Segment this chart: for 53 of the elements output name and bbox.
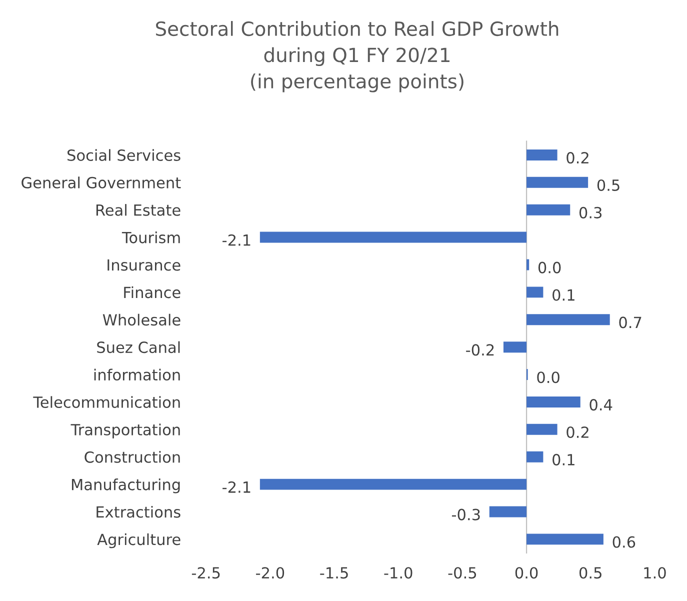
data-label: -2.1 xyxy=(222,234,250,246)
bar xyxy=(526,259,530,270)
x-tick-label: 1.0 xyxy=(644,567,666,579)
x-tick-label: 0.5 xyxy=(579,567,602,579)
y-tick-label: Suez Canal xyxy=(97,341,180,354)
chart-title: Sectoral Contribution to Real GDP Growth during Q1 FY 20/21 (in percentage points) xyxy=(156,21,558,92)
data-label: 0.2 xyxy=(566,426,588,438)
bar xyxy=(526,286,544,298)
bar xyxy=(526,396,580,408)
data-label: 0.6 xyxy=(612,536,636,548)
data-label: 0.0 xyxy=(538,262,561,274)
y-tick-label: Transportation xyxy=(70,424,180,438)
y-tick-label: Agriculture xyxy=(97,533,180,548)
bar xyxy=(260,478,527,490)
x-tick-label: -1.5 xyxy=(320,567,348,579)
x-tick-label: -2.0 xyxy=(256,567,284,579)
y-tick-label: Manufacturing xyxy=(72,478,180,494)
bar xyxy=(526,204,570,216)
data-label: 0.0 xyxy=(537,372,560,384)
y-tick-label: information xyxy=(94,368,180,381)
data-label: -0.2 xyxy=(466,344,494,356)
data-label: -2.1 xyxy=(222,481,250,493)
data-label: 0.2 xyxy=(566,152,588,164)
bar xyxy=(526,314,610,326)
data-label: 0.1 xyxy=(552,454,574,466)
data-label: 0.1 xyxy=(552,289,574,301)
bar xyxy=(503,342,527,353)
bar xyxy=(526,149,558,160)
bar xyxy=(526,424,558,435)
y-tick-label: Wholesale xyxy=(102,314,180,326)
x-tick-label: 0.0 xyxy=(515,567,538,579)
y-tick-label: Real Estate xyxy=(96,204,180,216)
y-tick-label: Insurance xyxy=(108,259,180,271)
y-tick-label: Telecommunication xyxy=(33,396,180,408)
data-label: 0.5 xyxy=(597,179,620,192)
bar xyxy=(526,534,604,545)
y-tick-label: General Government xyxy=(22,176,181,188)
y-tick-label: Social Services xyxy=(68,149,180,161)
bar xyxy=(260,232,527,243)
data-label: -0.3 xyxy=(452,508,480,520)
y-tick-label: Finance xyxy=(124,286,180,298)
x-tick-label: -0.5 xyxy=(448,567,476,579)
x-tick-label: -2.5 xyxy=(192,567,220,579)
data-label: 0.3 xyxy=(579,206,602,218)
bar xyxy=(526,451,544,462)
bar xyxy=(526,176,588,188)
x-tick-label: -1.0 xyxy=(384,567,412,579)
data-label: 0.4 xyxy=(590,399,612,411)
bar xyxy=(489,506,527,518)
data-label: 0.7 xyxy=(619,316,642,328)
y-tick-label: Extractions xyxy=(96,506,180,518)
y-tick-label: Tourism xyxy=(122,231,180,244)
y-tick-label: Construction xyxy=(84,451,180,463)
